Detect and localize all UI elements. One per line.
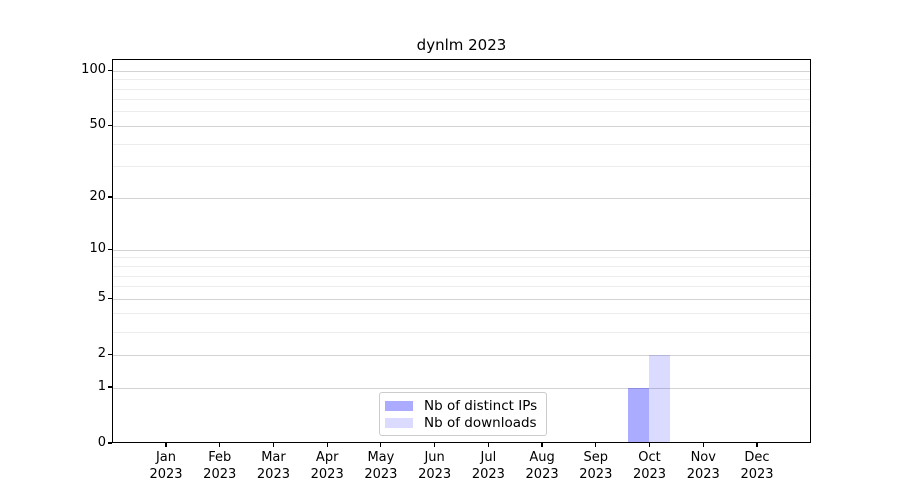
x-tick-month: Oct (638, 450, 661, 465)
x-tick-year: 2023 (364, 466, 398, 482)
legend-swatch-distinct-ips (385, 400, 413, 411)
x-tick-month: Aug (529, 450, 555, 465)
x-tick-label: Jun 2023 (405, 450, 465, 483)
gridline-major (113, 70, 810, 72)
x-tick-year: 2023 (203, 466, 237, 482)
x-tick-year: 2023 (418, 466, 452, 482)
legend-item-downloads: Nb of downloads (385, 414, 538, 431)
x-tick-year: 2023 (632, 466, 667, 482)
gridline-minor (113, 313, 810, 315)
y-tick-label: 1 (97, 379, 106, 394)
gridline-major (113, 125, 810, 127)
x-tick-label: Nov 2023 (673, 450, 733, 483)
x-tick-month: Mar (261, 450, 286, 465)
x-tick-label: Apr 2023 (297, 450, 357, 483)
x-tick-month: Jul (480, 450, 497, 465)
x-tick-month: Dec (744, 450, 770, 465)
legend: Nb of distinct IPs Nb of downloads (379, 392, 547, 436)
bar-downloads-oct (649, 355, 671, 443)
x-tick-label: Dec 2023 (727, 450, 787, 483)
x-tick-mark (487, 443, 489, 447)
x-tick-month: Jun (424, 450, 445, 465)
y-tick-label: 20 (89, 189, 106, 205)
x-tick-label: May 2023 (351, 450, 411, 483)
x-tick-year: 2023 (471, 466, 505, 482)
y-tick-mark (108, 386, 112, 388)
x-tick-month: May (367, 450, 395, 465)
plot-area (112, 59, 811, 443)
gridline-minor (113, 88, 810, 90)
x-tick-year: 2023 (256, 466, 290, 482)
y-tick-label: 10 (89, 241, 106, 257)
x-tick-mark (219, 443, 221, 447)
x-tick-label: Feb 2023 (190, 450, 250, 483)
y-tick-mark (108, 353, 112, 355)
y-tick-mark (108, 248, 112, 250)
x-tick-year: 2023 (579, 466, 613, 482)
x-tick-mark (380, 443, 382, 447)
x-tick-year: 2023 (310, 466, 344, 482)
x-tick-month: Nov (690, 450, 716, 465)
gridline-minor (113, 257, 810, 259)
x-tick-year: 2023 (525, 466, 559, 482)
x-tick-mark (272, 443, 275, 447)
gridline-minor (113, 275, 810, 277)
chart-title: dynlm 2023 (416, 36, 507, 54)
gridline-major (113, 197, 810, 199)
y-tick-label: 100 (81, 62, 106, 78)
y-tick-label: 5 (97, 290, 106, 306)
x-tick-mark (702, 443, 704, 447)
x-tick-mark (165, 443, 167, 447)
y-tick-mark (108, 196, 112, 198)
y-tick-label: 0 (97, 435, 106, 450)
legend-label-distinct-ips: Nb of distinct IPs (424, 397, 538, 414)
x-tick-month: Jan (155, 450, 177, 465)
x-tick-year: 2023 (686, 466, 720, 482)
y-tick-label: 50 (89, 117, 106, 133)
gridline-minor (113, 111, 810, 113)
y-tick-mark (108, 124, 112, 126)
x-tick-label: Aug 2023 (512, 450, 572, 483)
gridline-minor (113, 143, 810, 145)
x-tick-mark (541, 443, 543, 447)
x-tick-label: Jul 2023 (458, 450, 518, 483)
y-tick-mark (108, 69, 112, 71)
x-tick-label: Sep 2023 (566, 450, 626, 483)
x-tick-mark (648, 443, 651, 447)
x-tick-label: Mar 2023 (243, 450, 303, 483)
y-tick-label: 2 (97, 346, 106, 362)
x-tick-label: Oct 2023 (620, 450, 680, 483)
x-tick-mark (756, 443, 758, 447)
gridline-minor (113, 286, 810, 288)
gridline-major (113, 298, 810, 300)
x-tick-label: Jan 2023 (136, 450, 196, 483)
gridline-major (113, 249, 810, 251)
y-tick-mark (108, 442, 112, 444)
gridline-major (113, 354, 810, 356)
bar-distinct-ips-oct (628, 388, 650, 443)
gridline-minor (113, 166, 810, 168)
x-tick-year: 2023 (149, 466, 183, 482)
x-tick-mark (434, 443, 436, 447)
gridline-minor (113, 99, 810, 101)
gridline-minor (113, 79, 810, 81)
gridline-major (113, 387, 810, 389)
y-tick-mark (108, 297, 112, 299)
x-tick-month: Apr (315, 450, 339, 465)
legend-item-distinct-ips: Nb of distinct IPs (385, 397, 538, 414)
legend-label-downloads: Nb of downloads (424, 414, 537, 431)
x-tick-year: 2023 (740, 466, 774, 482)
x-tick-month: Sep (583, 450, 609, 465)
legend-swatch-downloads (385, 417, 413, 428)
x-tick-mark (326, 443, 328, 447)
x-tick-mark (595, 443, 597, 447)
gridline-minor (113, 266, 810, 267)
x-tick-month: Feb (208, 450, 232, 465)
gridline-minor (113, 331, 810, 333)
